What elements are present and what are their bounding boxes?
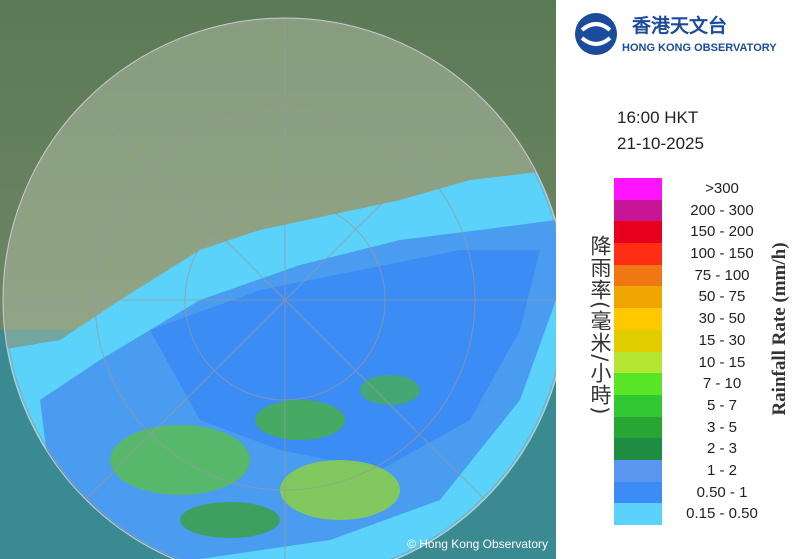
legend-swatch [614, 178, 662, 200]
legend-swatch [614, 308, 662, 330]
legend-item: 100 - 150 [614, 243, 784, 265]
logo-english: HONG KONG OBSERVATORY [622, 42, 777, 54]
range-ring [2, 17, 556, 559]
legend-swatch [614, 329, 662, 352]
legend-item: >300 [614, 178, 784, 200]
legend-label: 5 - 7 [706, 396, 737, 414]
legend-swatch [614, 243, 662, 265]
legend-label: 30 - 50 [698, 310, 746, 328]
legend-label: 2 - 3 [706, 440, 737, 458]
logo-chinese: 香港天文台 [631, 14, 727, 37]
legend-item: 1 - 2 [614, 459, 784, 482]
legend-label: 150 - 200 [690, 223, 754, 241]
legend-swatch [614, 416, 662, 439]
legend-swatch [614, 394, 662, 417]
time: 16:00 HKT [617, 108, 699, 127]
radar-map: © Hong Kong Observatory [0, 0, 556, 559]
legend-item: 15 - 30 [614, 329, 784, 352]
radar-range [3, 18, 556, 559]
legend-label: 3 - 5 [706, 418, 737, 436]
logo: 香港天文台 HONG KONG OBSERVATORY [575, 13, 777, 55]
legend-label: 7 - 10 [702, 375, 742, 393]
legend-label: 50 - 75 [698, 288, 746, 306]
legend-item: 3 - 5 [614, 416, 784, 439]
legend-item: 10 - 15 [614, 351, 784, 374]
legend-item: 0.50 - 1 [614, 481, 784, 504]
copyright: © Hong Kong Observatory [407, 537, 548, 551]
legend-swatch [614, 373, 662, 395]
legend-title-chinese: 降雨率(毫米/小時) [588, 235, 612, 416]
legend-item: 200 - 300 [614, 199, 784, 222]
legend-label: 0.50 - 1 [696, 483, 748, 501]
legend-swatch [614, 351, 662, 374]
legend-item: 2 - 3 [614, 438, 784, 460]
logo-emblem [575, 13, 617, 55]
legend-swatch [614, 481, 662, 504]
legend-item: 50 - 75 [614, 286, 784, 309]
legend-label: 15 - 30 [698, 331, 746, 349]
legend-item: 75 - 100 [614, 264, 784, 287]
legend-item: 150 - 200 [614, 221, 784, 244]
legend-item: 30 - 50 [614, 308, 784, 330]
legend-label: 0.15 - 0.50 [686, 505, 758, 523]
legend-label: 1 - 2 [706, 461, 737, 479]
date: 21-10-2025 [617, 134, 704, 153]
legend-item: 0.15 - 0.50 [614, 503, 784, 525]
legend-swatch [614, 264, 662, 287]
legend-label: 10 - 15 [698, 353, 746, 371]
legend-label: >300 [705, 180, 739, 197]
legend-item: 7 - 10 [614, 373, 784, 395]
legend-swatch [614, 459, 662, 482]
legend-swatch [614, 199, 662, 222]
legend-swatch [614, 503, 662, 525]
legend-label: 100 - 150 [690, 245, 754, 263]
legend-label: 75 - 100 [694, 266, 750, 284]
legend-swatch [614, 221, 662, 244]
legend-label: 200 - 300 [690, 201, 754, 219]
legend-swatch [614, 286, 662, 309]
legend-item: 5 - 7 [614, 394, 784, 417]
legend-swatch [614, 438, 662, 460]
